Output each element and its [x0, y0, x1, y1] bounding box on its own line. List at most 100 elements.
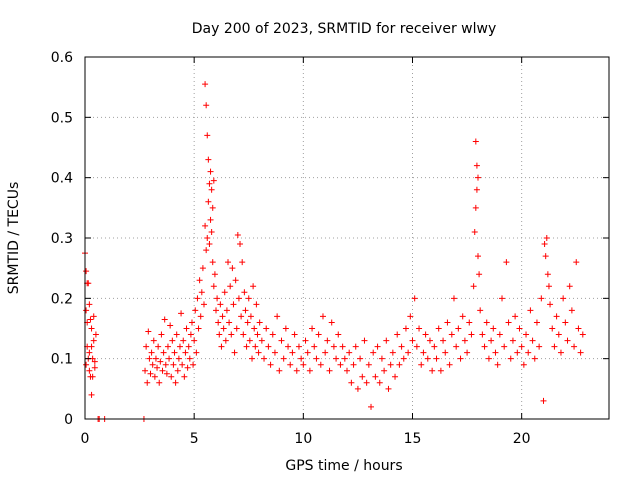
y-tick-label: 0.1: [51, 352, 73, 368]
data-point: [322, 349, 329, 356]
data-point: [405, 349, 412, 356]
data-point: [220, 325, 227, 332]
data-point: [509, 337, 516, 344]
data-point: [357, 355, 364, 362]
data-point: [352, 343, 359, 350]
data-point: [304, 349, 311, 356]
data-point: [204, 132, 211, 139]
data-point: [170, 361, 177, 368]
data-point: [527, 307, 534, 314]
data-point: [368, 403, 375, 410]
data-point: [300, 361, 307, 368]
data-point: [418, 361, 425, 368]
x-tick-label: 20: [513, 431, 531, 447]
data-point: [392, 373, 399, 380]
data-point: [531, 355, 538, 362]
data-point: [167, 322, 174, 329]
data-point: [291, 331, 298, 338]
data-point: [271, 349, 278, 356]
data-point: [188, 319, 195, 326]
data-point: [241, 289, 248, 296]
data-point: [193, 349, 200, 356]
data-point: [207, 168, 214, 175]
data-point: [234, 231, 241, 238]
data-point: [468, 331, 475, 338]
data-point: [564, 337, 571, 344]
data-point: [250, 283, 257, 290]
data-point: [143, 343, 150, 350]
data-point: [166, 355, 173, 362]
data-point: [239, 259, 246, 266]
y-tick-label: 0.2: [51, 291, 73, 307]
data-point: [249, 355, 256, 362]
data-point: [144, 379, 151, 386]
data-point: [295, 343, 302, 350]
data-point: [229, 265, 236, 272]
x-tick-labels: 0 5 10 15 20: [81, 431, 531, 447]
data-point: [476, 271, 483, 278]
data-point: [477, 307, 484, 314]
data-point: [206, 180, 213, 187]
data-point: [573, 259, 580, 266]
data-point: [523, 331, 530, 338]
data-point: [221, 289, 228, 296]
data-point: [330, 343, 337, 350]
data-point: [346, 349, 353, 356]
y-axis-label: SRMTID / TECUs: [6, 182, 22, 295]
data-point: [168, 373, 175, 380]
data-point: [182, 349, 189, 356]
data-point: [485, 355, 492, 362]
data-point: [88, 325, 95, 332]
data-point: [280, 355, 287, 362]
data-point: [175, 355, 182, 362]
data-point: [435, 325, 442, 332]
data-point: [514, 349, 521, 356]
data-point: [453, 343, 460, 350]
data-point: [328, 319, 335, 326]
data-point: [545, 283, 552, 290]
data-point: [413, 343, 420, 350]
data-point: [240, 331, 247, 338]
data-point: [464, 349, 471, 356]
data-point: [223, 307, 230, 314]
data-point: [210, 283, 217, 290]
data-point: [416, 325, 423, 332]
data-point: [533, 319, 540, 326]
data-point: [91, 358, 98, 365]
data-point: [213, 307, 219, 314]
data-point: [269, 331, 276, 338]
data-point: [372, 373, 379, 380]
data-point: [91, 364, 98, 371]
data-point: [483, 319, 490, 326]
data-point: [311, 343, 318, 350]
data-point: [227, 283, 234, 290]
axis-ticks: [84, 56, 609, 420]
data-point: [285, 343, 292, 350]
data-point: [326, 367, 333, 374]
data-point: [204, 235, 211, 241]
data-point: [424, 355, 431, 362]
data-point: [222, 337, 229, 344]
data-point: [87, 316, 94, 323]
data-point: [253, 301, 260, 308]
data-point: [344, 367, 350, 374]
data-point: [409, 337, 416, 344]
data-point: [86, 367, 93, 374]
data-point: [396, 361, 403, 368]
data-point: [164, 343, 171, 350]
data-point: [147, 370, 154, 377]
data-point: [459, 313, 466, 320]
y-tick-label: 0.4: [51, 171, 73, 187]
data-point: [276, 367, 283, 374]
data-point: [543, 235, 550, 241]
data-point: [562, 319, 569, 326]
data-point: [494, 361, 501, 368]
data-point: [361, 337, 368, 344]
data-point: [90, 337, 97, 344]
data-point: [211, 271, 218, 278]
data-point: [184, 364, 191, 371]
data-point: [400, 355, 407, 362]
data-point: [230, 301, 237, 308]
data-point: [150, 337, 157, 344]
data-point: [479, 331, 486, 338]
